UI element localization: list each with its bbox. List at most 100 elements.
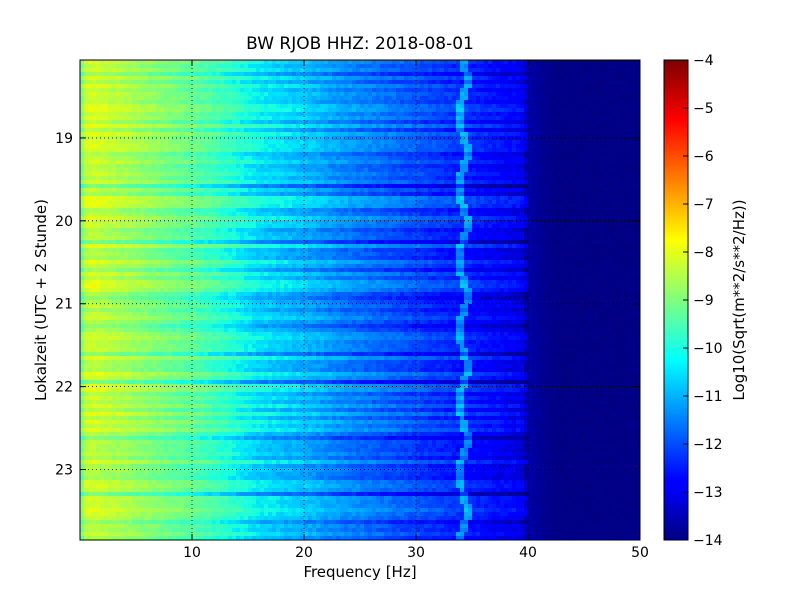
heatmap-cell [236,136,241,141]
heatmap-cell [424,112,429,117]
heatmap-cell [140,108,145,113]
heatmap-cell [404,184,409,189]
heatmap-cell [356,136,361,141]
heatmap-cell [400,132,405,137]
heatmap-cell [316,152,321,157]
heatmap-cell [556,64,561,69]
heatmap-cell [420,76,425,81]
heatmap-cell [484,192,489,197]
heatmap-cell [368,152,373,157]
heatmap-cell [400,96,405,101]
heatmap-cell [252,196,257,201]
heatmap-cell [232,196,237,201]
heatmap-cell [304,136,309,141]
heatmap-cell [164,164,169,169]
heatmap-cell [412,80,417,85]
heatmap-cell [516,112,521,117]
heatmap-cell [124,76,129,81]
heatmap-cell [604,84,609,89]
heatmap-cell [264,116,269,121]
heatmap-cell [156,152,161,157]
heatmap-cell [284,80,289,85]
heatmap-cell [556,124,561,129]
heatmap-cell [332,60,337,65]
heatmap-cell [164,60,169,65]
heatmap-cell [612,72,617,77]
heatmap-cell [288,196,293,201]
heatmap-cell [348,64,353,69]
heatmap-cell [556,76,561,81]
heatmap-cell [600,100,605,105]
heatmap-cell [392,108,397,113]
heatmap-cell [188,92,193,97]
heatmap-cell [388,76,393,81]
heatmap-cell [200,108,205,113]
heatmap-cell [268,180,273,185]
heatmap-cell [288,80,293,85]
heatmap-cell [484,72,489,77]
heatmap-cell [492,96,497,101]
heatmap-cell [504,92,509,97]
heatmap-cell [624,136,629,141]
heatmap-cell [276,88,281,93]
heatmap-cell [176,88,181,93]
heatmap-cell [420,172,425,177]
heatmap-cell [584,192,589,197]
heatmap-cell [292,60,297,65]
heatmap-cell [104,172,109,177]
heatmap-cell [176,68,181,73]
heatmap-cell [476,88,481,93]
heatmap-cell [100,132,105,137]
heatmap-cell [264,160,269,165]
heatmap-cell [636,104,640,109]
heatmap-cell [300,132,305,137]
heatmap-cell [364,116,369,121]
heatmap-cell [288,108,293,113]
heatmap-cell [144,80,149,85]
heatmap-cell [144,172,149,177]
heatmap-cell [556,132,561,137]
heatmap-cell [580,104,585,109]
heatmap-cell [308,76,313,81]
heatmap-cell [248,184,253,189]
heatmap-cell [268,152,273,157]
heatmap-cell [620,60,625,65]
heatmap-cell [196,72,201,77]
heatmap-cell [268,140,273,145]
heatmap-cell [480,116,485,121]
heatmap-cell [228,72,233,77]
heatmap-cell [476,120,481,125]
heatmap-cell [184,172,189,177]
heatmap-cell [248,148,253,153]
heatmap-cell [252,124,257,129]
heatmap-cell [388,152,393,157]
heatmap-cell [240,100,245,105]
heatmap-cell [588,180,593,185]
heatmap-cell [564,168,569,173]
heatmap-cell [628,144,633,149]
heatmap-cell [84,84,89,89]
heatmap-cell [564,152,569,157]
heatmap-cell [324,128,329,133]
heatmap-cell [188,80,193,85]
heatmap-cell [348,156,353,161]
heatmap-cell [516,176,521,181]
heatmap-cell [620,84,625,89]
heatmap-cell [604,164,609,169]
heatmap-cell [168,128,173,133]
heatmap-cell [236,80,241,85]
heatmap-cell [360,140,365,145]
heatmap-cell [432,132,437,137]
heatmap-cell [292,192,297,197]
heatmap-cell [192,180,197,185]
heatmap-cell [260,80,265,85]
heatmap-cell [216,184,221,189]
heatmap-cell [472,164,477,169]
heatmap-cell [384,196,389,201]
heatmap-cell [464,180,469,185]
heatmap-cell [636,116,640,121]
heatmap-cell [224,76,229,81]
heatmap-cell [340,132,345,137]
heatmap-cell [124,200,129,205]
heatmap-cell [572,112,577,117]
